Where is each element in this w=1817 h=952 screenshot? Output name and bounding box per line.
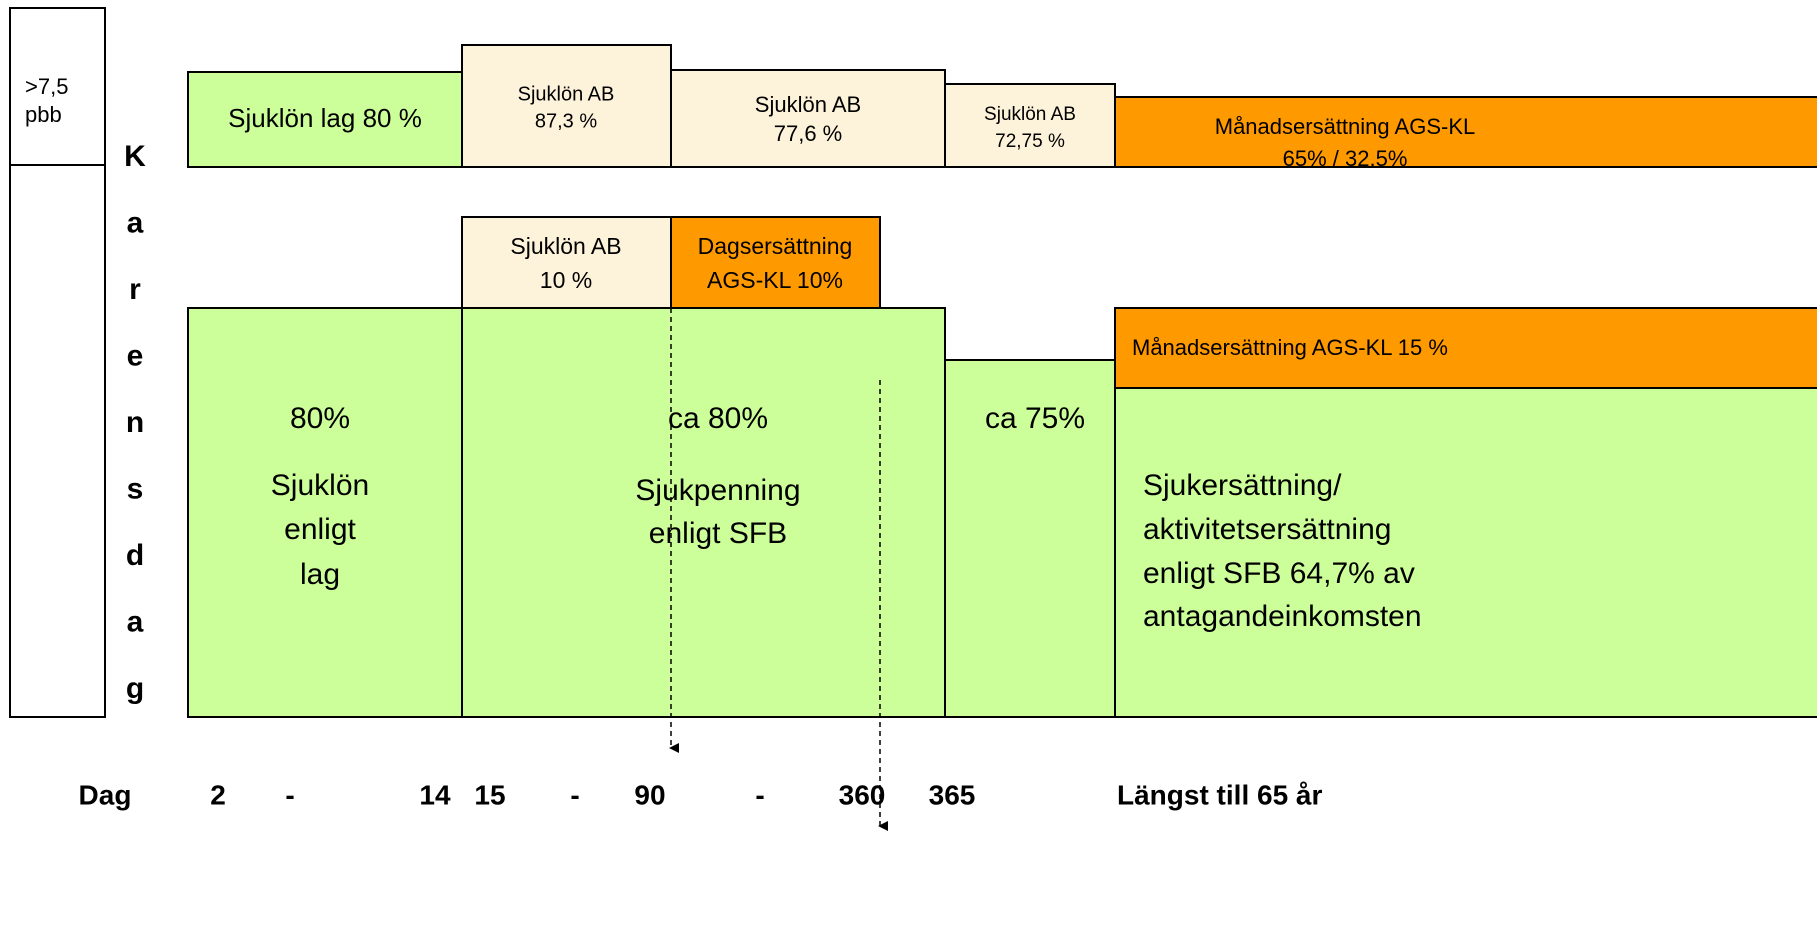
box-text: Sjuklön AB [510, 233, 621, 259]
box-text: 80% [290, 402, 350, 435]
day-label: 90 [634, 779, 665, 810]
vertical-letter: e [127, 339, 144, 372]
day-label: - [755, 779, 764, 810]
side-label: pbb [25, 102, 62, 127]
vertical-letter: d [126, 539, 144, 572]
box-text: lag [300, 558, 340, 591]
box-text: Sjuklön AB [518, 83, 615, 105]
box [1114, 387, 1817, 718]
day-label: 360 [839, 779, 886, 810]
box-text: enligt [284, 513, 356, 546]
side-label: >7,5 [25, 74, 68, 99]
box [187, 307, 463, 718]
box [461, 307, 946, 718]
day-label: Dag [79, 779, 132, 810]
box-text: enligt SFB 64,7% av [1143, 557, 1415, 590]
box-text: Månadsersättning AGS-KL [1215, 114, 1475, 139]
box-text: Månadsersättning AGS-KL 15 % [1132, 335, 1448, 360]
side-box [9, 7, 106, 718]
day-label: 2 [210, 779, 226, 810]
box-text: 77,6 % [774, 121, 843, 146]
box-text: 87,3 % [535, 110, 597, 132]
box [187, 71, 463, 168]
box-text: Sjuklön lag 80 % [228, 103, 422, 133]
box-text: Sjuklön AB [755, 92, 861, 117]
box [944, 83, 1116, 168]
day-label: Längst till 65 år [1117, 779, 1322, 810]
box-text: Sjuklön AB [984, 104, 1076, 125]
box-text: enligt SFB [649, 517, 787, 550]
day-label: 14 [419, 779, 451, 810]
vertical-letter: s [127, 472, 144, 505]
box-text: 65% / 32,5% [1283, 146, 1408, 171]
box-text: ca 80% [668, 402, 768, 435]
vertical-letter: a [127, 605, 144, 638]
box-text: 10 % [540, 267, 592, 293]
vertical-letter: r [129, 273, 141, 306]
vertical-letter: g [126, 672, 144, 705]
day-label: 15 [474, 779, 505, 810]
day-label: - [570, 779, 579, 810]
vertical-letter: K [124, 140, 146, 173]
box-text: Sjukpenning [635, 474, 800, 507]
box-text: antagandeinkomsten [1143, 600, 1422, 633]
day-label: 365 [929, 779, 976, 810]
box-text: ca 75% [985, 402, 1085, 435]
box [1114, 96, 1817, 168]
box-text: aktivitetsersättning [1143, 513, 1391, 546]
box [1114, 307, 1817, 389]
box [461, 44, 672, 168]
box-text: Sjukersättning/ [1143, 469, 1342, 502]
box-text: Dagsersättning [698, 233, 853, 259]
vertical-letter: a [127, 206, 144, 239]
box-text: Sjuklön [271, 469, 369, 502]
day-label: - [285, 779, 294, 810]
box [461, 216, 672, 309]
box [670, 69, 946, 168]
box [944, 359, 1116, 718]
box-text: AGS-KL 10% [707, 267, 843, 293]
box-text: 72,75 % [995, 131, 1065, 152]
box [670, 216, 881, 309]
vertical-letter: n [126, 406, 144, 439]
